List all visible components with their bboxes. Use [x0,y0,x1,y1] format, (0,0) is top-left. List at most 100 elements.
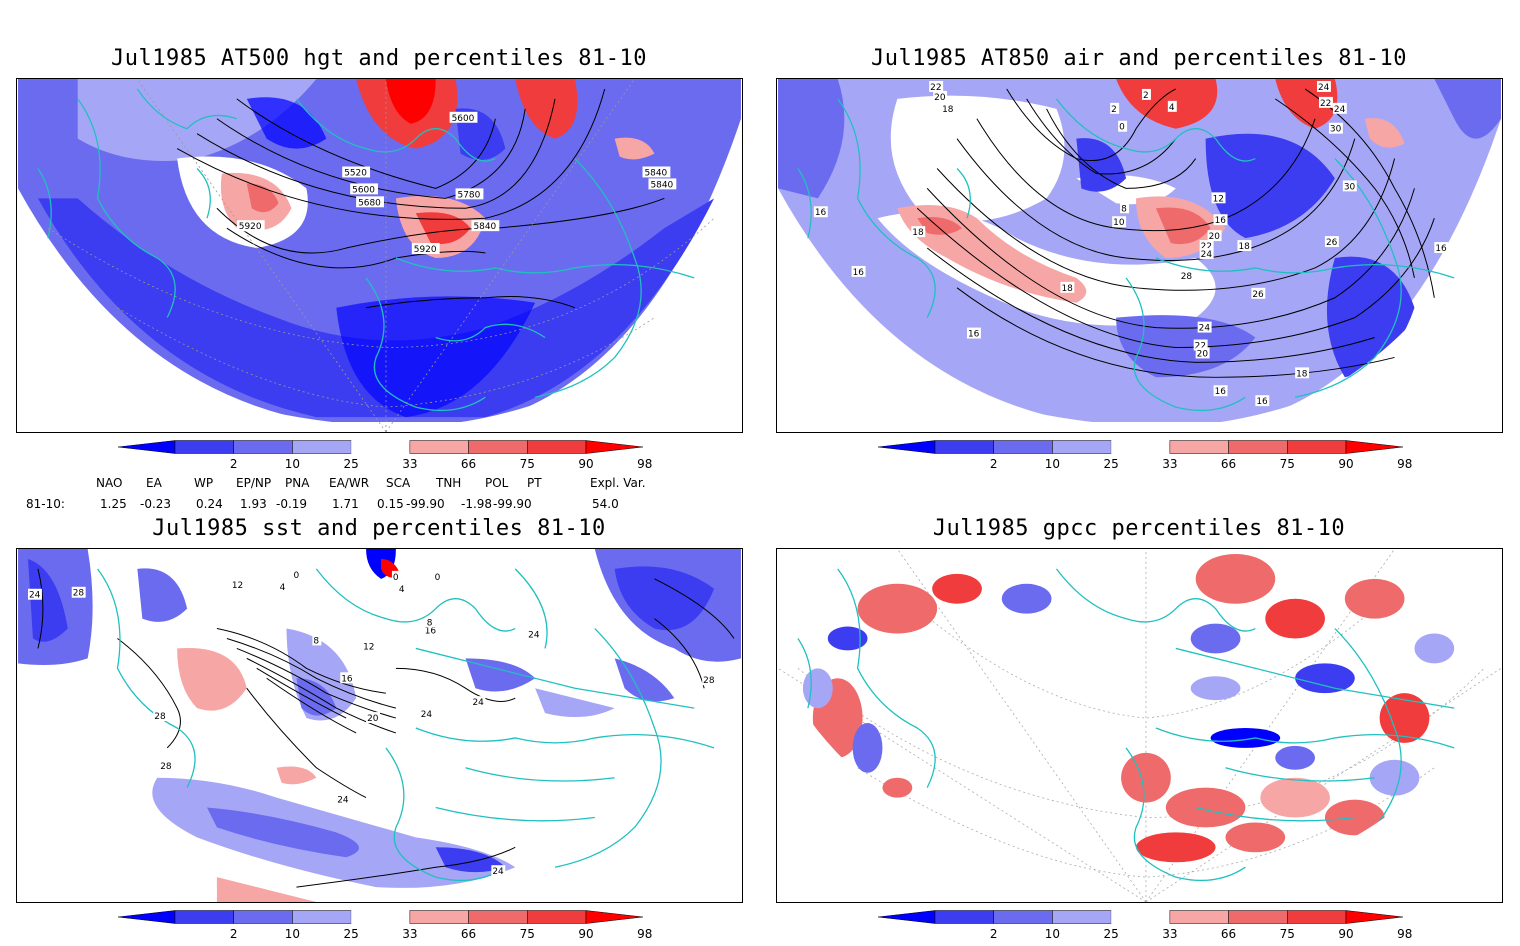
colorbar-swatch [527,440,587,454]
colorbar-tick-label: 25 [1103,927,1119,941]
colorbar-tick-label: 25 [343,457,359,471]
colorbar-tick-label: 75 [519,457,535,471]
colorbar-arrow-low [878,440,936,454]
colorbar-tick-label: 90 [1338,927,1354,941]
colorbar-tick-label: 66 [460,457,477,471]
contour-label: 22 [1195,341,1206,351]
map-panel-gpcc [776,548,1503,903]
contour-label: 5840 [644,168,667,178]
contour-label: 28 [703,676,715,686]
colorbar-tick-label: 33 [1162,927,1178,941]
colorbar-swatch [993,440,1053,454]
contour-label: 16 [1215,387,1227,397]
colorbar-swatch [934,910,994,924]
colorbar-tick-label: 33 [402,927,418,941]
contour-label: 16 [853,268,865,278]
contour-label: 5920 [414,245,437,255]
contour-label: 30 [1330,125,1342,135]
colorbar-swatch [1287,440,1347,454]
colorbar-swatch [468,440,528,454]
colorbar-tick-label: 98 [637,927,653,941]
panel-2-title: Jul1985 AT850 air and percentiles 81-10 [870,46,1408,71]
contour-label: 28 [1181,272,1193,282]
contour-label: 24 [421,710,433,720]
sst-contour-labels: 24 28 12 4 0 0 4 8 12 16 16 20 24 24 24 … [27,568,717,877]
colorbar-swatch [233,440,293,454]
idx-header-pt: PT [527,476,542,490]
contour-label: 0 [1119,123,1125,133]
idx-value-eawr: 1.71 [332,497,359,511]
colorbar-swatch [1169,440,1229,454]
colorbar-tick-label: 98 [1397,927,1413,941]
panel-1-title: Jul1985 AT500 hgt and percentiles 81-10 [110,46,648,71]
idx-value-wp: 0.24 [196,497,223,511]
colorbar-tick-label: 98 [637,457,653,471]
colorbar-tick-label: 75 [1279,457,1295,471]
contour-label: 20 [934,93,946,103]
colorbar-tick-label: 25 [343,927,359,941]
idx-value-pt: -99.90 [493,497,532,511]
contour-label: 4 [1169,103,1175,113]
colorbar-arrow-high [585,910,643,924]
panel-4-title: Jul1985 gpcc percentiles 81-10 [932,516,1346,541]
colorbar-swatches [118,910,643,924]
contour-label: 12 [232,581,243,591]
contour-label: 4 [280,583,286,593]
contour-label: 8 [313,636,319,646]
contour-label: 22 [930,83,941,93]
idx-header-epnp: EP/NP [236,476,272,490]
contour-label: 20 [1209,232,1221,242]
colorbar-swatch [1111,440,1170,454]
colorbar-tick-label: 10 [1044,457,1061,471]
colorbar-swatch [174,910,234,924]
contour-label: 18 [1238,242,1250,252]
precip-anomalies [802,553,1455,863]
map-air850: 22 20 18 2 4 0 2 24 22 24 30 30 12 16 18… [778,79,1501,432]
contour-label: 0 [435,573,441,583]
contour-label: 28 [73,589,85,599]
contour-label: 5520 [344,168,367,178]
colorbar-swatch [1228,910,1288,924]
colorbar-swatch [292,910,352,924]
contour-label: 16 [815,208,827,218]
idx-header-nao: NAO [96,476,123,490]
contour-label: 5680 [358,198,381,208]
contour-label: 16 [1215,216,1227,226]
map-panel-air850: 22 20 18 2 4 0 2 24 22 24 30 30 12 16 18… [776,78,1503,433]
contour-label: 5840 [650,180,673,190]
contour-label: 18 [912,228,924,238]
colorbar-swatch [527,910,587,924]
colorbar-tick-label: 33 [1162,457,1178,471]
contour-label: 5600 [352,185,375,195]
contour-label: 5840 [473,222,496,232]
colorbar-arrow-low [878,910,936,924]
contour-label: 5600 [452,114,475,124]
contour-label: 5920 [239,222,262,232]
contour-label: 16 [1256,397,1268,407]
contour-label: 18 [942,105,954,115]
colorbar-swatch [233,910,293,924]
contour-label: 20 [1197,349,1209,359]
idx-header-wp: WP [194,476,214,490]
colorbar-swatches [878,440,1403,454]
colorbar-arrow-low [118,910,176,924]
colorbar-swatch [409,910,469,924]
colorbar-arrow-low [118,440,176,454]
contour-label: 24 [492,867,504,877]
colorbar-tick-label: 66 [1220,457,1237,471]
contour-label: 30 [1344,182,1356,192]
colorbar-air850: 2 10 25 33 66 75 90 98 [878,440,1412,476]
colorbar-arrow-high [1345,910,1403,924]
colorbar-swatch [174,440,234,454]
contour-label: 16 [425,627,437,637]
contour-label: 24 [1199,324,1211,334]
colorbar-swatch [934,440,994,454]
contour-label: 24 [1201,250,1213,260]
colorbar-swatch [292,440,352,454]
contour-label: 28 [160,762,172,772]
hgt-contour-labels: 5600 5520 5600 5680 5780 5840 5840 5840 … [236,111,677,255]
colorbar-hgt500: 2 10 25 33 66 75 90 98 [118,440,652,476]
colorbar-swatch [409,440,469,454]
colorbar-tick-label: 90 [578,457,594,471]
colorbar-tick-label: 33 [402,457,418,471]
